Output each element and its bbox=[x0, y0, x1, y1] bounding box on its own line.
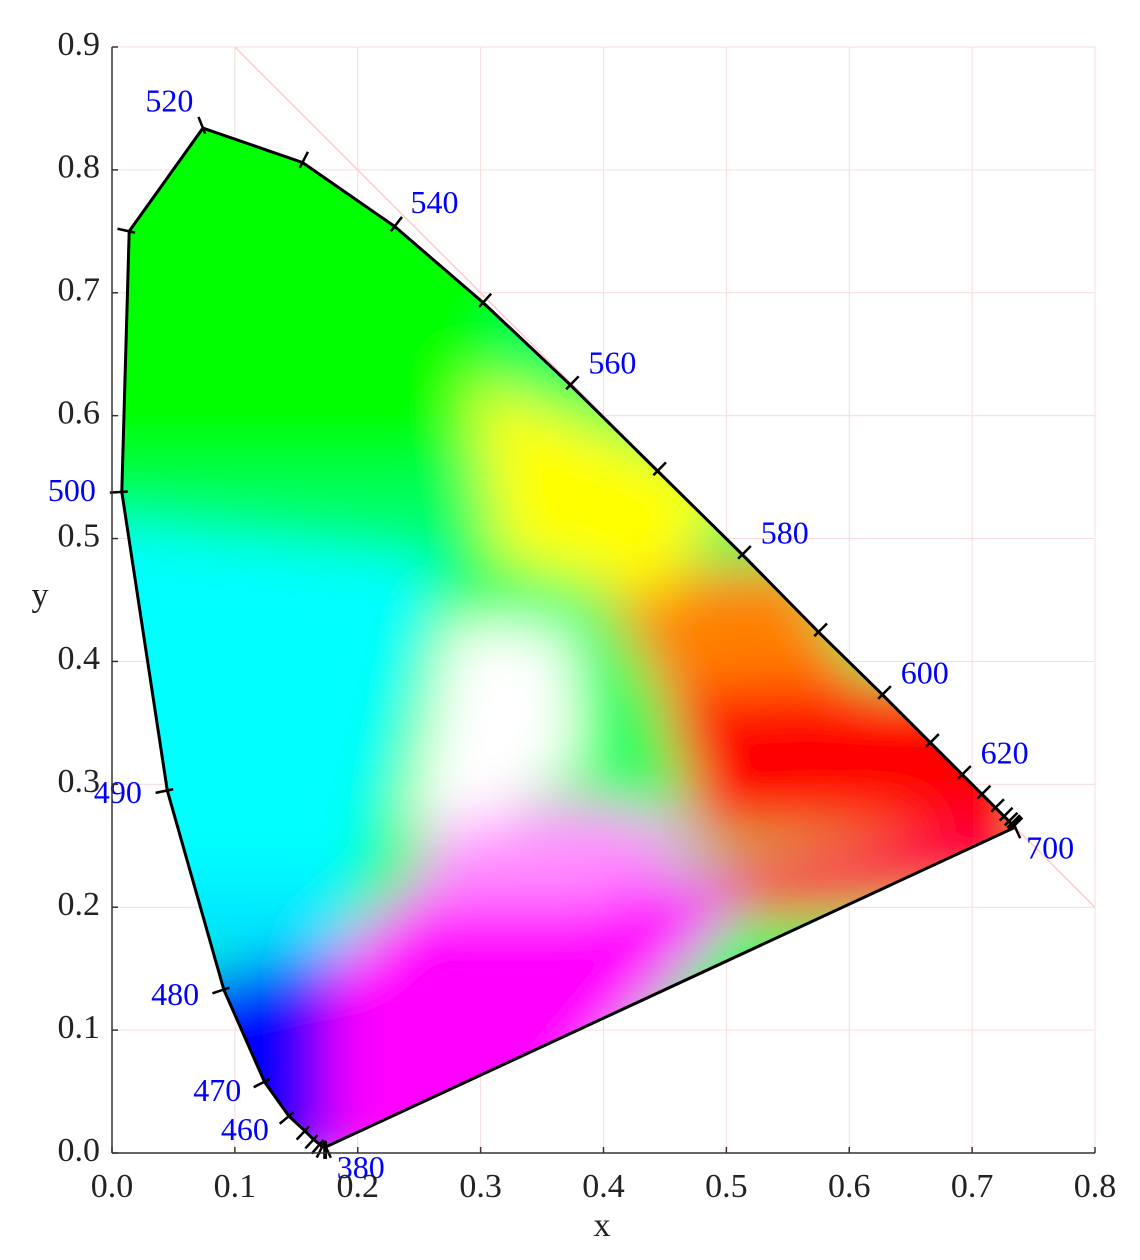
y-tick-label: 0.4 bbox=[58, 640, 101, 677]
wavelength-tick bbox=[298, 151, 310, 169]
y-tick-label: 0.8 bbox=[58, 149, 101, 186]
axes: 0.0 0.1 0.2 0.3 0.4 0.5 0.6 0.7 0.8 0.0 0.1 0.2 0.3 0… bbox=[58, 26, 1117, 1205]
wavelength-tick bbox=[1008, 816, 1024, 832]
wavelength-tick bbox=[1007, 815, 1023, 831]
wavelength-tick bbox=[1011, 821, 1022, 839]
wavelength-tick bbox=[310, 1139, 325, 1155]
y-tick-label: 0.1 bbox=[58, 1009, 101, 1046]
wavelength-tick bbox=[304, 1134, 319, 1150]
wavelength-label: 540 bbox=[411, 184, 459, 220]
wavelength-tick bbox=[976, 784, 992, 800]
wavelength-label: 500 bbox=[48, 472, 96, 508]
y-tick-label: 0.3 bbox=[58, 763, 101, 800]
wavelength-tick bbox=[565, 375, 580, 391]
wavelength-tick bbox=[737, 545, 752, 560]
wavelength-tick bbox=[109, 490, 128, 494]
y-tick-label: 0.0 bbox=[58, 1132, 101, 1169]
wavelength-tick bbox=[813, 622, 828, 638]
wavelength-tick bbox=[197, 116, 207, 135]
wavelength-tick bbox=[315, 1140, 326, 1159]
x-tick-label: 0.4 bbox=[582, 1168, 625, 1205]
x-tick-label: 0.3 bbox=[459, 1168, 502, 1205]
wavelength-label: 620 bbox=[981, 734, 1029, 770]
x-tick-label: 0.6 bbox=[828, 1168, 871, 1205]
wavelength-tick bbox=[1003, 811, 1019, 827]
y-axis-label: y bbox=[32, 577, 49, 614]
wavelength-label: 560 bbox=[588, 345, 636, 381]
y-tick-label: 0.9 bbox=[58, 26, 101, 63]
wavelength-label: 580 bbox=[761, 514, 809, 550]
wavelength-tick bbox=[652, 461, 667, 477]
x-tick-label: 0.7 bbox=[951, 1168, 994, 1205]
y-tick-label: 0.2 bbox=[58, 886, 101, 923]
wavelength-label: 490 bbox=[94, 774, 142, 810]
wavelength-tick bbox=[212, 986, 230, 995]
x-tick-label: 0.1 bbox=[214, 1168, 257, 1205]
wavelength-tick bbox=[389, 216, 403, 232]
wavelength-label: 480 bbox=[151, 976, 199, 1012]
x-tick-label: 0.5 bbox=[705, 1168, 748, 1205]
wavelength-label: 700 bbox=[1026, 829, 1074, 865]
wavelength-tick bbox=[990, 798, 1005, 813]
x-tick-label: 0.2 bbox=[337, 1168, 380, 1205]
wavelength-tick bbox=[925, 733, 940, 748]
y-tick-label: 0.7 bbox=[58, 272, 101, 309]
y-tick-label: 0.5 bbox=[58, 517, 101, 554]
wavelength-tick bbox=[957, 765, 972, 780]
wavelength-label: 460 bbox=[221, 1111, 269, 1147]
wavelength-label: 380 bbox=[337, 1149, 385, 1185]
wavelength-tick bbox=[155, 788, 174, 795]
x-axis-label: x bbox=[594, 1207, 611, 1244]
wavelength-label: 470 bbox=[193, 1072, 241, 1108]
wavelength-tick bbox=[253, 1077, 271, 1089]
wavelength-tick bbox=[877, 685, 892, 700]
wavelength-tick bbox=[117, 227, 136, 234]
wavelength-tick bbox=[295, 1125, 310, 1141]
y-tick-label: 0.6 bbox=[58, 394, 101, 431]
x-tick-label: 0.0 bbox=[91, 1168, 134, 1205]
wavelength-label: 600 bbox=[901, 654, 949, 690]
x-tick-label: 0.8 bbox=[1074, 1168, 1117, 1205]
wavelength-tick bbox=[478, 292, 493, 308]
wavelength-tick bbox=[278, 1111, 295, 1125]
wavelength-label: 520 bbox=[145, 82, 193, 118]
wavelength-tick bbox=[998, 806, 1014, 822]
